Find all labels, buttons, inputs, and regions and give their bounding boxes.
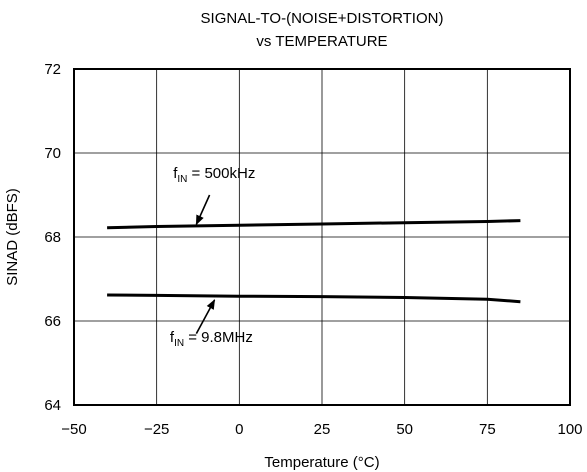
y-tick-label: 64 xyxy=(44,397,61,414)
plot-frame xyxy=(73,68,571,406)
x-tick-label: 100 xyxy=(557,421,582,438)
chart-title-line2: vs TEMPERATURE xyxy=(256,33,387,50)
series-line-1 xyxy=(107,219,521,230)
y-tick-labels: 64 66 68 70 72 xyxy=(44,61,61,414)
y-tick-label: 70 xyxy=(44,145,61,162)
series-line-2 xyxy=(107,293,521,304)
annotation-arrow-2 xyxy=(195,299,216,334)
x-tick-label: 75 xyxy=(479,421,496,438)
annotations: fIN = 500kHz fIN = 9.8MHz xyxy=(170,165,255,349)
x-tick-label: 50 xyxy=(396,421,413,438)
x-tick-label: 25 xyxy=(314,421,331,438)
x-tick-labels: −50 −25 0 25 50 75 100 xyxy=(61,421,582,438)
y-tick-label: 72 xyxy=(44,61,61,78)
series-group xyxy=(107,219,521,304)
chart-title-line1: SIGNAL-TO-(NOISE+DISTORTION) xyxy=(201,10,444,27)
y-axis-label: SINAD (dBFS) xyxy=(4,188,21,286)
y-tick-label: 66 xyxy=(44,313,61,330)
annotation-label-2: fIN = 9.8MHz xyxy=(170,329,253,349)
x-tick-label: −50 xyxy=(61,421,86,438)
annotation-label-1: fIN = 500kHz xyxy=(173,165,255,185)
annotation-arrow-1 xyxy=(195,194,211,226)
y-tick-label: 68 xyxy=(44,229,61,246)
x-axis-label: Temperature (°C) xyxy=(264,454,379,471)
grid xyxy=(74,69,570,405)
x-tick-label: −25 xyxy=(144,421,169,438)
x-tick-label: 0 xyxy=(235,421,243,438)
